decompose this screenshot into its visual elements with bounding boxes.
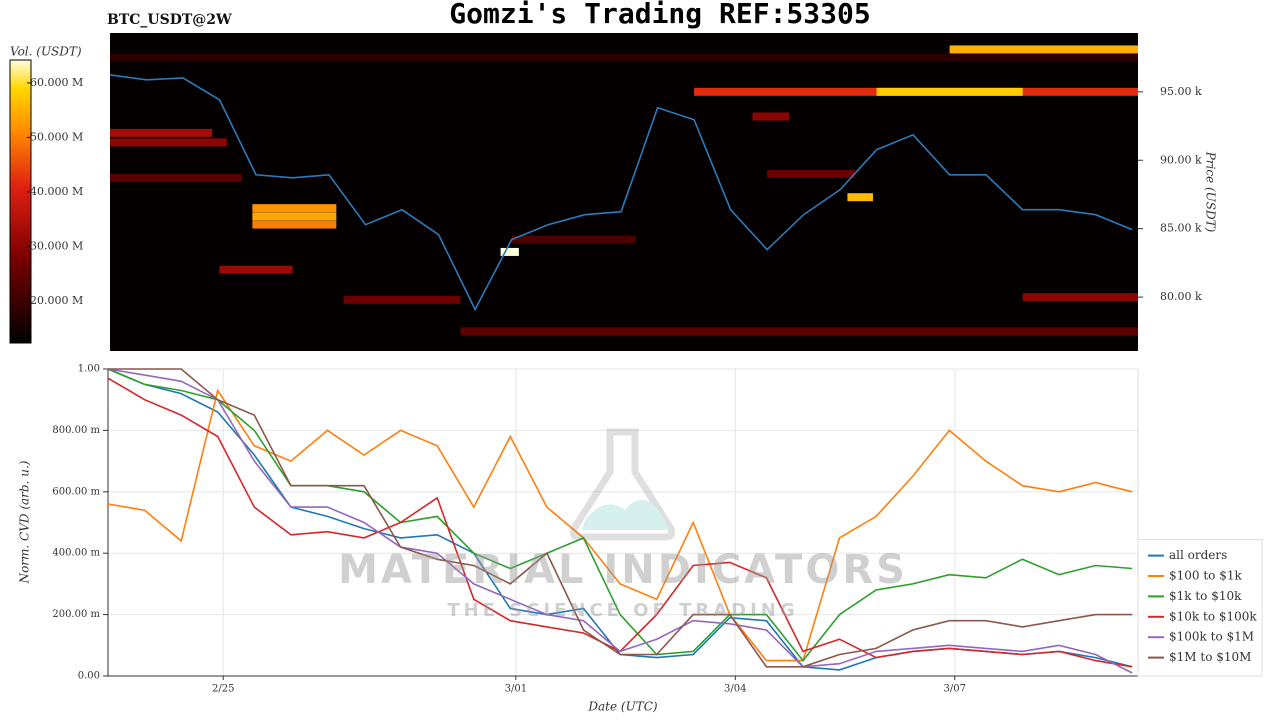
legend-label: $1M to $10M	[1169, 650, 1251, 664]
y-tick-label: 800.00 m	[52, 425, 100, 436]
colorbar-tick-label: 40.000 M	[30, 185, 83, 198]
cvd-plot-area	[107, 368, 1139, 677]
heat-cell	[1022, 293, 1138, 302]
y-tick-label: 200.00 m	[52, 609, 100, 620]
heat-cell	[500, 247, 519, 256]
colorbar-tick-label: 50.000 M	[30, 130, 83, 143]
legend-label: $100 to $1k	[1169, 569, 1242, 583]
heat-cell	[876, 87, 1023, 96]
heat-cell	[110, 128, 213, 137]
heat-cell	[110, 174, 242, 183]
heat-cell	[847, 193, 873, 202]
x-tick-label: 2/25	[212, 684, 234, 695]
legend-label: $1k to $10k	[1169, 589, 1242, 603]
series-line	[107, 368, 1133, 662]
y-tick-label: 85.00 k	[1160, 222, 1202, 235]
y-tick-label: 0.00	[78, 671, 100, 682]
colorbar-tick-label: 60.000 M	[30, 76, 83, 89]
y-tick-label: 90.00 k	[1160, 153, 1202, 166]
watermark-flask	[569, 428, 676, 541]
y-axis-label: Norm. CVD (arb. u.)	[18, 460, 32, 584]
heat-cell	[767, 169, 855, 178]
chart-subtitle: BTC_USDT@2W	[107, 12, 232, 28]
legend-label: $10k to $100k	[1169, 609, 1257, 623]
heat-cell	[110, 138, 227, 147]
heatmap-background	[110, 33, 1138, 351]
legend-label: all orders	[1169, 548, 1227, 562]
x-axis-label: Date (UTC)	[587, 700, 657, 714]
heat-cell	[219, 265, 293, 274]
colorbar-label: Vol. (USDT)	[10, 45, 82, 59]
legend-box	[1137, 539, 1263, 677]
heat-cell	[460, 327, 1138, 336]
colorbar	[9, 59, 32, 344]
chart-title: Gomzi's Trading REF:53305	[449, 0, 870, 30]
x-tick-label: 3/04	[724, 684, 746, 695]
watermark: THE SCIENCE OF TRADING	[447, 600, 798, 621]
heat-cell	[949, 45, 1138, 54]
heat-cell	[343, 295, 461, 304]
legend-label: $100k to $1M	[1169, 630, 1254, 644]
y-tick-label: 80.00 k	[1160, 290, 1202, 303]
series-line	[107, 368, 1133, 674]
price-line	[109, 74, 1133, 312]
heat-cell	[511, 235, 636, 244]
heat-cell	[110, 53, 1138, 62]
heat-cell	[752, 112, 790, 121]
series-line	[107, 388, 1133, 662]
heat-cell	[252, 212, 337, 221]
colorbar-tick-label: 30.000 M	[30, 239, 83, 252]
series-line	[108, 368, 1133, 668]
colorbar-tick-label: 20.000 M	[30, 294, 83, 307]
heat-cell	[252, 204, 337, 213]
y-axis-label: Price (USDT)	[1204, 151, 1218, 233]
y-tick-label: 600.00 m	[52, 486, 100, 497]
watermark: MATERIAL INDICATORS	[338, 547, 908, 593]
y-tick-label: 95.00 k	[1160, 85, 1202, 98]
y-tick-label: 1.00	[78, 364, 100, 375]
y-tick-label: 400.00 m	[52, 548, 100, 559]
x-tick-label: 3/07	[944, 684, 966, 695]
x-tick-label: 3/01	[505, 684, 527, 695]
heat-cell	[252, 220, 337, 229]
